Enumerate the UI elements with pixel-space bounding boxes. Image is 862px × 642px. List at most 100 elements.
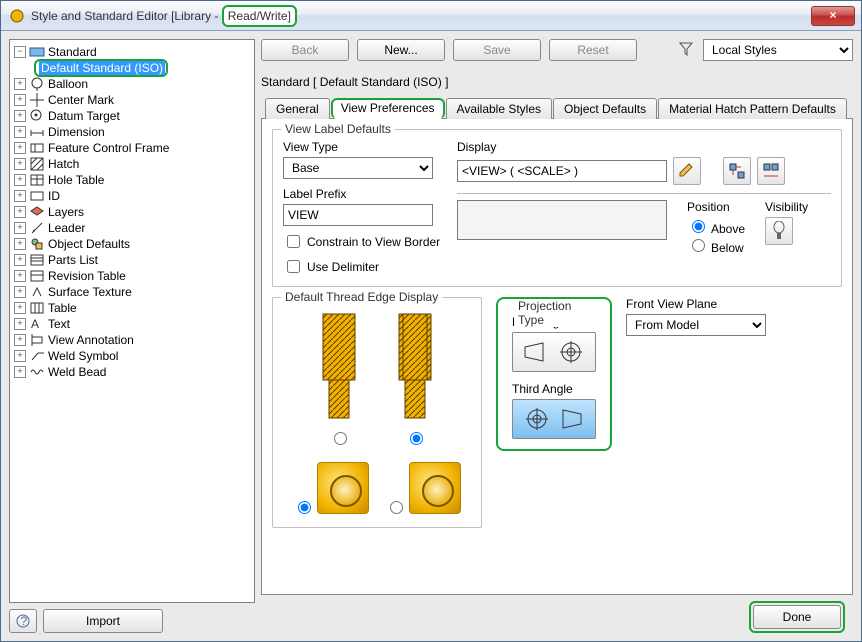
thread-group-title: Default Thread Edge Display [281, 290, 442, 304]
expander-icon[interactable]: + [14, 238, 26, 250]
tree-row[interactable]: + Hatch [12, 156, 252, 172]
expander-icon[interactable]: + [14, 174, 26, 186]
position-below-radio[interactable] [692, 239, 705, 252]
front-view-combo[interactable]: From Model [626, 314, 766, 336]
position-above-radio[interactable] [692, 220, 705, 233]
swap1-icon[interactable] [723, 157, 751, 185]
tree-row[interactable]: +Layers [12, 204, 252, 220]
title-highlight: Read/Write] [222, 5, 297, 27]
edit-icon[interactable] [673, 157, 701, 185]
tree-row[interactable]: + Balloon [12, 76, 252, 92]
label-prefix-input[interactable] [283, 204, 433, 226]
expander-icon[interactable]: + [14, 222, 26, 234]
expander-icon[interactable]: + [14, 126, 26, 138]
layers-icon [29, 204, 45, 220]
label-prefix-label: Label Prefix [283, 187, 443, 201]
help-button[interactable]: ? [9, 609, 37, 633]
first-angle-button[interactable] [512, 332, 596, 372]
tree-label: Feature Control Frame [48, 141, 169, 155]
tree-row[interactable]: +Dimension [12, 124, 252, 140]
import-button[interactable]: Import [43, 609, 163, 633]
fcf-icon [29, 140, 45, 156]
view-type-combo[interactable]: Base [283, 157, 433, 179]
done-button[interactable]: Done [753, 605, 841, 629]
revtable-icon [29, 268, 45, 284]
expander-icon[interactable]: + [14, 254, 26, 266]
reset-button[interactable]: Reset [549, 39, 637, 61]
expander-icon[interactable]: + [14, 286, 26, 298]
tree-row[interactable]: +View Annotation [12, 332, 252, 348]
expander-icon[interactable]: + [14, 366, 26, 378]
tree-row[interactable]: +Weld Symbol [12, 348, 252, 364]
tree-row[interactable]: +Center Mark [12, 92, 252, 108]
swap2-icon[interactable] [757, 157, 785, 185]
expander-icon[interactable]: + [14, 270, 26, 282]
save-button[interactable]: Save [453, 39, 541, 61]
round-radio-1[interactable] [298, 501, 311, 514]
id-icon [29, 188, 45, 204]
table-icon [29, 300, 45, 316]
filter-icon[interactable] [679, 42, 695, 58]
bottom-bar: Done [261, 595, 853, 633]
display-input[interactable] [457, 160, 667, 182]
tree-row[interactable]: +Leader [12, 220, 252, 236]
thread-radio-2[interactable] [410, 432, 423, 445]
tab-available-styles[interactable]: Available Styles [446, 98, 553, 119]
tree-row[interactable]: +Datum Target [12, 108, 252, 124]
left-footer: ? Import [9, 609, 255, 633]
tree-row[interactable]: +Object Defaults [12, 236, 252, 252]
constrain-checkbox[interactable] [287, 235, 300, 248]
weldbead-icon [29, 364, 45, 380]
tab-material-hatch[interactable]: Material Hatch Pattern Defaults [658, 98, 847, 119]
tree-row[interactable]: +Revision Table [12, 268, 252, 284]
new-button[interactable]: New... [357, 39, 445, 61]
tree-row[interactable]: + ID [12, 188, 252, 204]
tree-row[interactable]: +Table [12, 300, 252, 316]
third-angle-button[interactable] [512, 399, 596, 439]
tree-label: Weld Bead [48, 365, 106, 379]
round-radio-2[interactable] [390, 501, 403, 514]
tree-row[interactable]: +Surface Texture [12, 284, 252, 300]
expander-icon[interactable]: + [14, 302, 26, 314]
visibility-toggle[interactable] [765, 217, 793, 245]
tree-label: ID [48, 189, 60, 203]
tab-general[interactable]: General [265, 98, 330, 119]
tree-label: Balloon [48, 77, 88, 91]
expander-icon[interactable]: + [14, 318, 26, 330]
weldsym-icon [29, 348, 45, 364]
delimiter-checkbox[interactable] [287, 260, 300, 273]
text-icon: A [29, 316, 45, 332]
view-type-label: View Type [283, 140, 443, 154]
expander-icon[interactable]: + [14, 190, 26, 202]
expander-icon[interactable]: + [14, 334, 26, 346]
style-tree[interactable]: − Standard Default Standard (ISO) + Ballo… [9, 39, 255, 603]
tree-row[interactable]: + Weld Bead [12, 364, 252, 380]
tree-row[interactable]: + Feature Control Frame [12, 140, 252, 156]
tree-label: Parts List [48, 253, 98, 267]
tree-selected-row[interactable]: Default Standard (ISO) [12, 60, 252, 76]
expander-icon[interactable]: + [14, 94, 26, 106]
objdef-icon [29, 236, 45, 252]
tree-row[interactable]: +Hole Table [12, 172, 252, 188]
expander-icon[interactable]: + [14, 206, 26, 218]
tree-row[interactable]: +AText [12, 316, 252, 332]
row-2: Default Thread Edge Display [272, 297, 842, 538]
close-button[interactable]: × [811, 6, 855, 26]
expander-icon[interactable]: + [14, 350, 26, 362]
expander-icon[interactable]: + [14, 158, 26, 170]
tree-label: Hatch [48, 157, 79, 171]
tab-view-preferences[interactable]: View Preferences [331, 98, 445, 119]
back-button[interactable]: Back [261, 39, 349, 61]
app-icon [9, 8, 25, 24]
expander-icon[interactable]: + [14, 142, 26, 154]
thread-radio-1[interactable] [334, 432, 347, 445]
hatch-icon [29, 156, 45, 172]
expander-icon[interactable]: + [14, 110, 26, 122]
scope-combo[interactable]: Local Styles [703, 39, 853, 61]
tree-root-row[interactable]: − Standard [12, 44, 252, 60]
tab-object-defaults[interactable]: Object Defaults [553, 98, 657, 119]
expander-icon[interactable]: + [14, 78, 26, 90]
expander-icon[interactable]: − [14, 46, 26, 58]
tree-row[interactable]: + Parts List [12, 252, 252, 268]
surftex-icon [29, 284, 45, 300]
